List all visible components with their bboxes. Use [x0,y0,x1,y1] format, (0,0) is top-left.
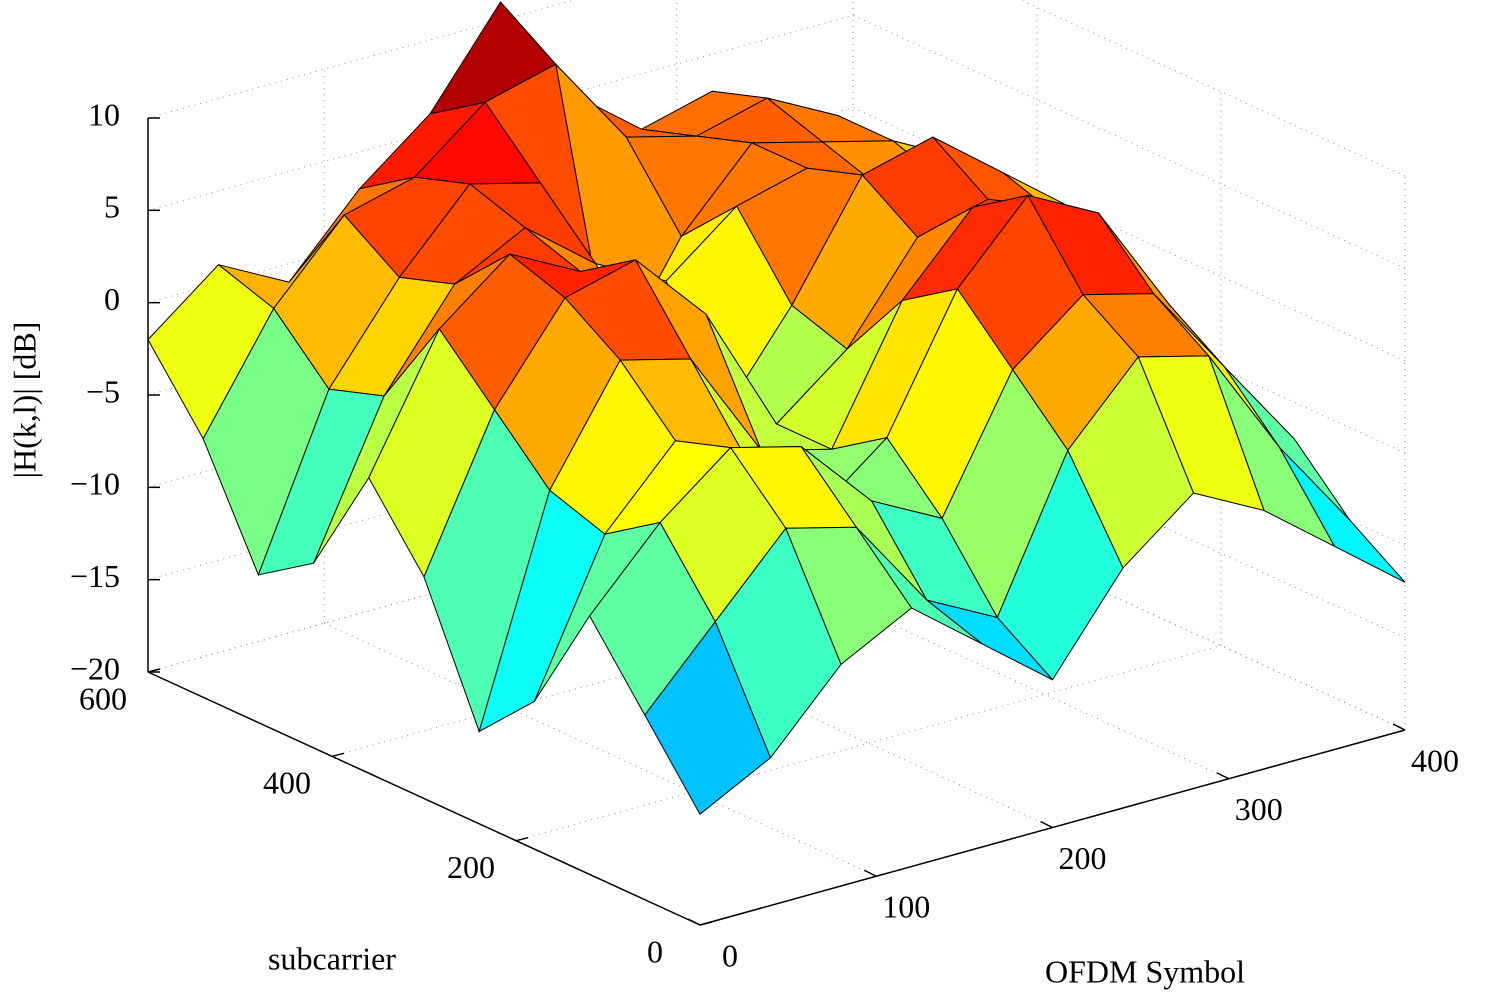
y-tick [515,836,529,842]
z-tick-label: −5 [86,373,120,409]
x-tick-label: 100 [882,889,930,925]
grid-line [515,645,1222,842]
x-tick-label: 300 [1235,791,1283,827]
x-tick [1392,723,1406,731]
y-axis [147,671,701,926]
z-tick-label: −15 [70,558,120,594]
x-tick-label: 200 [1059,840,1107,876]
y-tick [331,752,345,758]
z-tick-label: −20 [70,650,120,686]
z-tick-label: 5 [104,189,120,225]
y-tick [699,921,713,926]
y-tick-label: 600 [79,680,127,716]
y-tick-label: 200 [447,849,495,885]
x-tick-label: 400 [1411,742,1459,778]
z-tick-label: 0 [104,281,120,317]
x-tick [687,918,701,926]
z-tick-label: 10 [88,96,120,132]
z-tick-label: −10 [70,466,120,502]
z-axis-label: |H(k,l)| [dB] [6,322,42,479]
y-axis-label: subcarrier [268,940,396,976]
y-tick [147,668,161,673]
x-tick [1216,772,1230,780]
surface-patch [644,620,772,815]
x-tick [1040,820,1053,829]
x-tick [863,869,877,877]
y-tick-label: 0 [647,933,663,969]
x-axis-label: OFDM Symbol [1045,953,1245,989]
y-tick-label: 400 [263,765,311,801]
x-tick-label: 0 [722,937,738,973]
